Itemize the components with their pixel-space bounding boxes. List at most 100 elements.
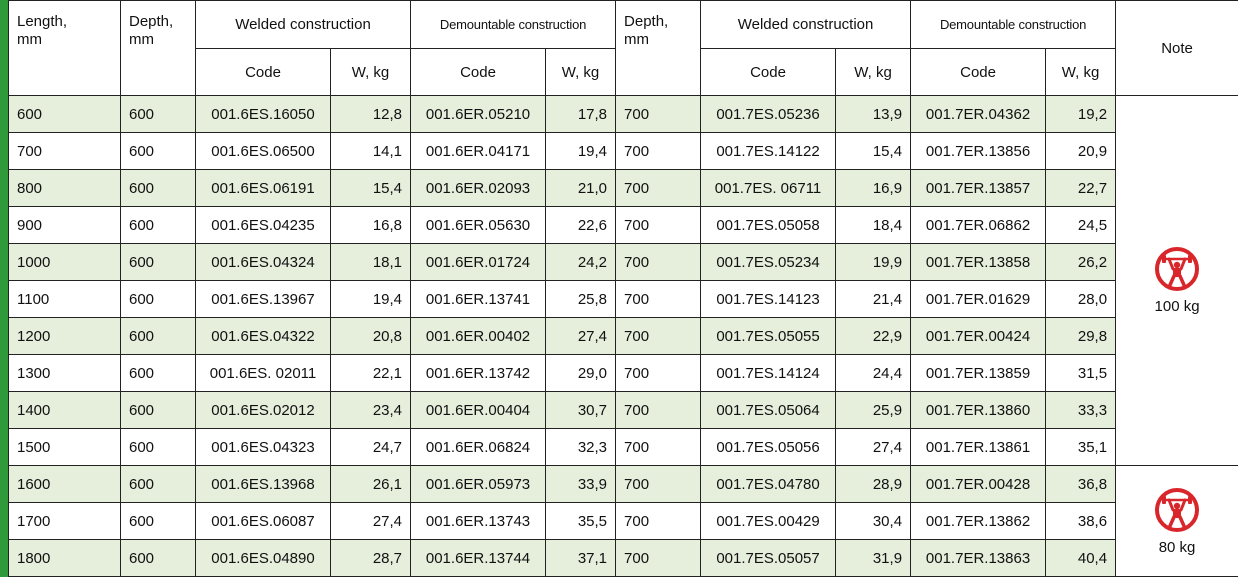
table-cell: 21,0: [545, 169, 617, 207]
table-cell: 20,9: [1045, 132, 1117, 170]
table-cell: 700: [615, 354, 702, 392]
table-cell: 001.6ES.04324: [195, 243, 331, 281]
table-cell: 001.7ES.05236: [700, 95, 837, 133]
table-cell: 18,1: [329, 243, 412, 281]
table-cell: 33,9: [545, 465, 617, 503]
table-cell: 001.6ER.05630: [410, 206, 547, 244]
note-cell: 80 kg: [1115, 465, 1238, 577]
table-cell: 001.7ER.13862: [910, 502, 1047, 540]
table-cell: 001.7ER.00424: [910, 317, 1047, 355]
table-cell: 700: [615, 95, 702, 133]
table-cell: 22,9: [835, 317, 912, 355]
table-cell: 001.7ER.04362: [910, 95, 1047, 133]
table-cell: 600: [120, 132, 196, 170]
table-cell: 001.6ES.06191: [195, 169, 331, 207]
table-cell: 001.6ES.04323: [195, 428, 331, 466]
table-cell: 600: [120, 317, 196, 355]
table-cell: 001.7ER.13856: [910, 132, 1047, 170]
table-cell: 1300: [8, 354, 121, 392]
table-cell: 25,9: [835, 391, 912, 429]
table-cell: 001.7ER.13857: [910, 169, 1047, 207]
table-cell: 001.6ER.13743: [410, 502, 547, 540]
table-cell: 24,5: [1045, 206, 1117, 244]
table-cell: 35,5: [545, 502, 617, 540]
table-cell: 700: [615, 502, 702, 540]
table-cell: 36,8: [1045, 465, 1117, 503]
subheader-cell: Code: [700, 48, 837, 96]
table-cell: 900: [8, 206, 121, 244]
table-cell: 001.6ER.13742: [410, 354, 547, 392]
table-cell: 1500: [8, 428, 121, 466]
table-cell: 16,9: [835, 169, 912, 207]
table-cell: 001.6ER.13741: [410, 280, 547, 318]
table-cell: 600: [8, 95, 121, 133]
table-cell: 800: [8, 169, 121, 207]
table-cell: 600: [120, 354, 196, 392]
table-row: 1300 600 001.6ES. 02011 22,1 001.6ER.13742 29…: [8, 354, 1238, 392]
header-cell: Welded construction: [700, 0, 912, 49]
table-cell: 17,8: [545, 95, 617, 133]
table-row: 1400 600 001.6ES.02012 23,4 001.6ER.00404 30,…: [8, 391, 1238, 429]
table-cell: 30,4: [835, 502, 912, 540]
table-cell: 001.7ER.13861: [910, 428, 1047, 466]
table-cell: 001.6ES.04322: [195, 317, 331, 355]
table-cell: 32,3: [545, 428, 617, 466]
table-row: 900 600 001.6ES.04235 16,8 001.6ER.05630 22,6…: [8, 206, 1238, 244]
table-cell: 001.7ER.13859: [910, 354, 1047, 392]
table-cell: 700: [615, 391, 702, 429]
table-cell: 700: [615, 428, 702, 466]
table-cell: 27,4: [545, 317, 617, 355]
table-cell: 600: [120, 465, 196, 503]
table-cell: 001.6ER.05973: [410, 465, 547, 503]
table-cell: 001.6ER.00402: [410, 317, 547, 355]
table-cell: 001.7ES.14122: [700, 132, 837, 170]
table-cell: 001.7ER.13863: [910, 539, 1047, 577]
table-cell: 700: [615, 280, 702, 318]
table-cell: 19,4: [545, 132, 617, 170]
table-cell: 600: [120, 206, 196, 244]
table-cell: 001.6ES.13968: [195, 465, 331, 503]
table-cell: 22,6: [545, 206, 617, 244]
table-cell: 1200: [8, 317, 121, 355]
table-cell: 26,2: [1045, 243, 1117, 281]
subheader-cell: Code: [410, 48, 547, 96]
table-cell: 24,4: [835, 354, 912, 392]
table-cell: 23,4: [329, 391, 412, 429]
table-cell: 15,4: [329, 169, 412, 207]
product-table: Length, mm Depth, mm Welded construction…: [8, 0, 1238, 577]
table-row: 600 600 001.6ES.16050 12,8 001.6ER.05210 17,8…: [8, 95, 1238, 466]
table-cell: 600: [120, 95, 196, 133]
table-cell: 1100: [8, 280, 121, 318]
table-cell: 001.7ES.14124: [700, 354, 837, 392]
table-cell: 001.6ER.02093: [410, 169, 547, 207]
header-cell: Demountable construction: [910, 0, 1117, 49]
header-cell: Depth, mm: [615, 0, 702, 96]
table-cell: 600: [120, 280, 196, 318]
table-cell: 700: [615, 243, 702, 281]
table-cell: 28,9: [835, 465, 912, 503]
table-cell: 001.7ES. 06711: [700, 169, 837, 207]
table-cell: 001.7ES.14123: [700, 280, 837, 318]
table-cell: 001.6ES.16050: [195, 95, 331, 133]
table-cell: 600: [120, 502, 196, 540]
subheader-cell: W, kg: [545, 48, 617, 96]
table-cell: 700: [615, 132, 702, 170]
table-cell: 001.6ES.04235: [195, 206, 331, 244]
table-row: 1500 600 001.6ES.04323 24,7 001.6ER.06824 32,…: [8, 428, 1238, 466]
table-cell: 28,7: [329, 539, 412, 577]
table-cell: 1000: [8, 243, 121, 281]
table-row: 700 600 001.6ES.06500 14,1 001.6ER.04171 19,4…: [8, 132, 1238, 170]
table-cell: 15,4: [835, 132, 912, 170]
table-cell: 1700: [8, 502, 121, 540]
table-cell: 001.6ES.02012: [195, 391, 331, 429]
header-cell: Length, mm: [8, 0, 121, 96]
table-cell: 35,1: [1045, 428, 1117, 466]
table-cell: 600: [120, 243, 196, 281]
table-cell: 001.7ES.04780: [700, 465, 837, 503]
table-cell: 29,8: [1045, 317, 1117, 355]
table-cell: 26,1: [329, 465, 412, 503]
table-row: 800 600 001.6ES.06191 15,4 001.6ER.02093 21,0…: [8, 169, 1238, 207]
table-cell: 700: [615, 206, 702, 244]
table-cell: 14,1: [329, 132, 412, 170]
